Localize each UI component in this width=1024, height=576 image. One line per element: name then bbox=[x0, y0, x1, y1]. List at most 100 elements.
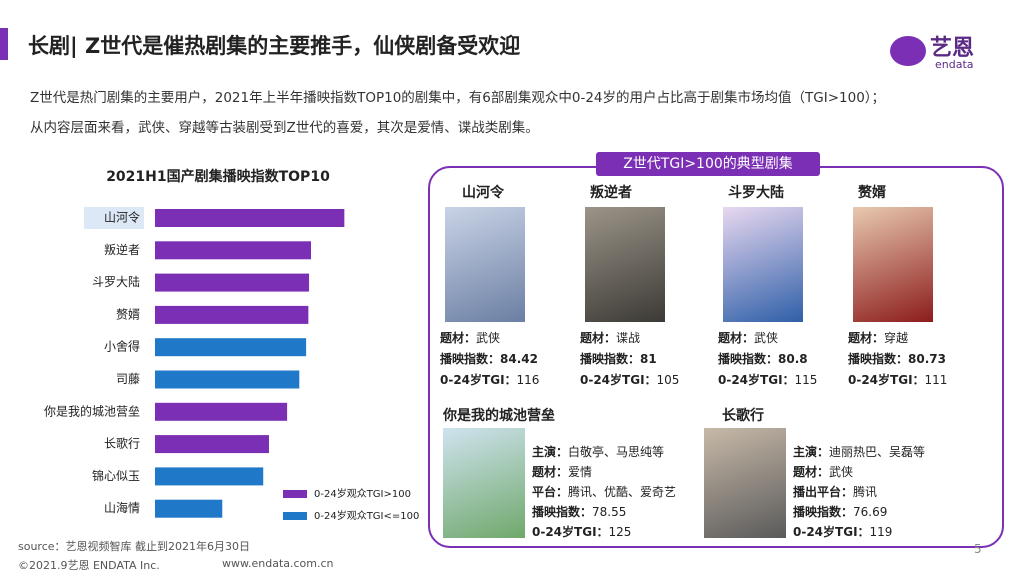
card-title: 赘婿 bbox=[858, 185, 886, 201]
card-row: 主演：迪丽热巴、吴磊等 bbox=[793, 443, 925, 460]
slide-title: 长剧| Z世代是催热剧集的主要推手，仙侠剧备受欢迎 bbox=[28, 34, 521, 58]
label-highlight bbox=[84, 207, 144, 229]
row-value: 穿越 bbox=[884, 331, 909, 345]
intro-line: 从内容层面来看，武侠、穿越等古装剧受到Z世代的喜爱，其次是爱情、谍战类剧集。 bbox=[30, 120, 539, 136]
row-value: 116 bbox=[516, 373, 540, 387]
legend-label: 0-24岁观众TGI>100 bbox=[314, 487, 411, 500]
card-row: 播映指数：80.73 bbox=[848, 350, 946, 367]
row-label: 平台： bbox=[532, 485, 569, 499]
row-label: 题材： bbox=[532, 465, 569, 479]
bar bbox=[155, 305, 309, 324]
row-label: 播映指数： bbox=[440, 352, 501, 366]
card-title: 斗罗大陆 bbox=[728, 185, 784, 201]
row-value: 白敬亭、马思纯等 bbox=[568, 445, 665, 459]
card-row: 题材：谍战 bbox=[580, 329, 640, 346]
poster bbox=[443, 428, 525, 538]
row-value: 76.69 bbox=[853, 505, 888, 519]
row-value: 105 bbox=[656, 373, 680, 387]
bar bbox=[155, 435, 269, 454]
source: source：艺恩视频智库 截止到2021年6月30日 bbox=[18, 540, 251, 553]
row-value: 80.8 bbox=[778, 352, 808, 366]
bar bbox=[155, 402, 288, 421]
card-row: 0-24岁TGI：119 bbox=[793, 523, 892, 540]
card-row: 题材：武侠 bbox=[718, 329, 778, 346]
y-tick-label: 山海情 bbox=[104, 500, 140, 515]
row-value: 80.73 bbox=[908, 352, 946, 366]
row-value: 腾讯、优酷、爱奇艺 bbox=[568, 485, 677, 499]
poster bbox=[704, 428, 786, 538]
row-value: 111 bbox=[924, 373, 948, 387]
card-row: 题材：武侠 bbox=[793, 463, 853, 480]
chart: 2021H1国产剧集播映指数TOP10 山河令叛逆者斗罗大陆赘婿小舍得司藤你是我… bbox=[44, 168, 419, 522]
bar bbox=[155, 209, 345, 227]
row-label: 0-24岁TGI： bbox=[848, 373, 925, 387]
row-label: 0-24岁TGI： bbox=[793, 525, 870, 539]
row-label: 播映指数： bbox=[848, 352, 909, 366]
row-label: 题材： bbox=[848, 331, 885, 345]
logo-sub: endata bbox=[935, 58, 974, 71]
row-label: 0-24岁TGI： bbox=[718, 373, 795, 387]
url: www.endata.com.cn bbox=[222, 557, 334, 570]
row-value: 115 bbox=[794, 373, 818, 387]
bar bbox=[155, 499, 223, 518]
page-number: 5 bbox=[974, 542, 982, 556]
copyright: ©2021.9艺恩 ENDATA Inc. bbox=[18, 559, 160, 572]
row-label: 0-24岁TGI： bbox=[580, 373, 657, 387]
card-title: 长歌行 bbox=[722, 408, 764, 424]
legend-swatch bbox=[283, 490, 307, 498]
panel-title: Z世代TGI>100的典型剧集 bbox=[596, 152, 820, 176]
poster bbox=[445, 207, 525, 322]
row-label: 0-24岁TGI： bbox=[440, 373, 517, 387]
card-row: 0-24岁TGI：105 bbox=[580, 371, 679, 388]
y-tick-label: 赘婿 bbox=[116, 306, 140, 321]
row-label: 0-24岁TGI： bbox=[532, 525, 609, 539]
accent-bar bbox=[0, 28, 8, 60]
row-label: 主演： bbox=[532, 445, 569, 459]
row-value: 78.55 bbox=[592, 505, 627, 519]
row-label: 题材： bbox=[718, 331, 755, 345]
row-label: 题材： bbox=[580, 331, 617, 345]
card-title: 山河令 bbox=[462, 185, 504, 201]
card-row: 0-24岁TGI：115 bbox=[718, 371, 817, 388]
card-row: 播映指数：84.42 bbox=[440, 350, 538, 367]
card-row: 0-24岁TGI：125 bbox=[532, 523, 631, 540]
card-title: 叛逆者 bbox=[590, 185, 632, 201]
row-value: 119 bbox=[869, 525, 893, 539]
y-tick-label: 锦心似玉 bbox=[92, 469, 140, 483]
row-value: 武侠 bbox=[829, 465, 854, 479]
y-tick-label: 叛逆者 bbox=[104, 242, 140, 257]
y-tick-label: 司藤 bbox=[116, 372, 140, 386]
row-value: 84.42 bbox=[500, 352, 538, 366]
card-row: 播映指数：78.55 bbox=[532, 503, 626, 520]
card-row: 播映指数：76.69 bbox=[793, 503, 887, 520]
row-label: 题材： bbox=[440, 331, 477, 345]
row-value: 爱情 bbox=[568, 465, 593, 479]
row-label: 主演： bbox=[793, 445, 830, 459]
card-row: 0-24岁TGI：111 bbox=[848, 371, 947, 388]
row-label: 题材： bbox=[793, 465, 830, 479]
y-tick-label: 山河令 bbox=[104, 210, 140, 225]
bar bbox=[155, 370, 300, 389]
poster bbox=[585, 207, 665, 322]
row-label: 播映指数： bbox=[718, 352, 779, 366]
intro-line: Z世代是热门剧集的主要用户，2021年上半年播映指数TOP10的剧集中，有6部剧… bbox=[30, 90, 886, 106]
card-row: 播映指数：81 bbox=[580, 350, 657, 367]
logo-text: 艺恩 bbox=[930, 36, 975, 61]
bar bbox=[155, 338, 307, 357]
chart-title: 2021H1国产剧集播映指数TOP10 bbox=[106, 168, 330, 185]
card-row: 播映指数：80.8 bbox=[718, 350, 808, 367]
logo-icon bbox=[890, 36, 926, 66]
poster bbox=[723, 207, 803, 322]
y-tick-label: 小舍得 bbox=[104, 339, 140, 354]
bar bbox=[155, 273, 310, 292]
bar bbox=[155, 241, 311, 260]
card-row: 题材：爱情 bbox=[532, 463, 592, 480]
row-value: 迪丽热巴、吴磊等 bbox=[829, 445, 926, 459]
card-row: 题材：武侠 bbox=[440, 329, 500, 346]
card-row: 播出平台：腾讯 bbox=[793, 483, 877, 500]
card-title: 你是我的城池营垒 bbox=[443, 408, 555, 424]
row-label: 播出平台： bbox=[793, 485, 854, 499]
bar bbox=[155, 467, 264, 486]
row-value: 125 bbox=[608, 525, 632, 539]
